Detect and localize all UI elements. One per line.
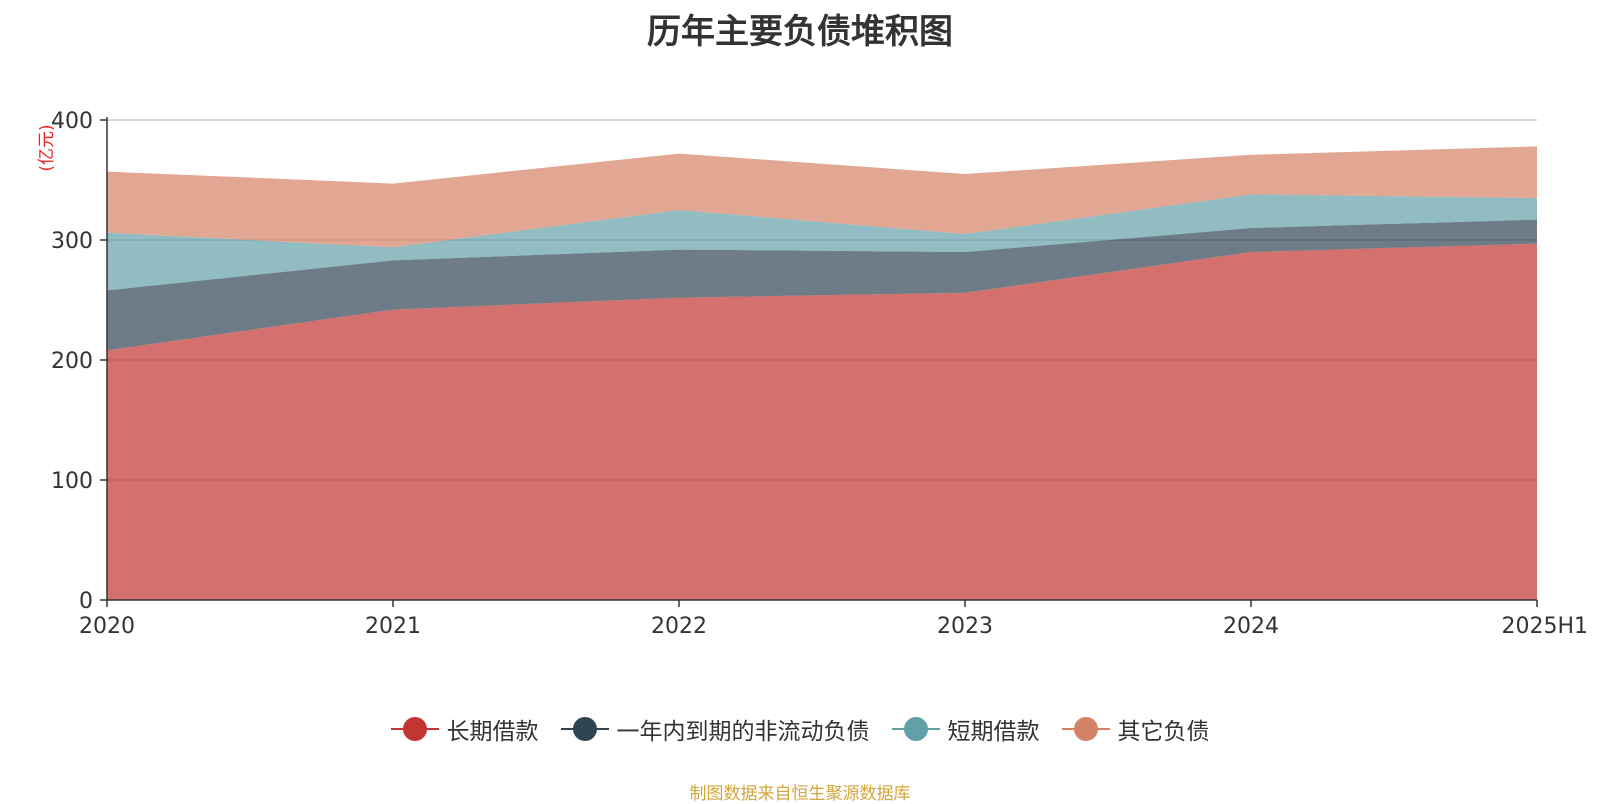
legend-item[interactable]: 其它负债 bbox=[1061, 712, 1210, 746]
y-tick-labels: 0 100 200 300 400 bbox=[51, 109, 93, 614]
x-tick-label: 2022 bbox=[651, 614, 707, 639]
legend-item[interactable]: 短期借款 bbox=[891, 712, 1040, 746]
legend-item[interactable]: 一年内到期的非流动负债 bbox=[560, 712, 870, 746]
legend-label: 其它负债 bbox=[1117, 719, 1210, 745]
legend-marker-icon bbox=[560, 717, 609, 741]
axes bbox=[100, 117, 1538, 607]
legend-marker-icon bbox=[390, 717, 439, 741]
y-tick-label: 200 bbox=[51, 349, 93, 374]
area-长期借款[interactable] bbox=[107, 243, 1537, 600]
legend-label: 短期借款 bbox=[947, 719, 1040, 745]
y-tick-label: 400 bbox=[51, 109, 93, 134]
area-series bbox=[107, 146, 1537, 600]
legend-marker-icon bbox=[891, 717, 940, 741]
x-tick-label: 2024 bbox=[1223, 614, 1279, 639]
x-tick-label: 2021 bbox=[365, 614, 421, 639]
y-tick-label: 100 bbox=[51, 469, 93, 494]
y-tick-label: 0 bbox=[79, 589, 93, 614]
source-note: 制图数据来自恒生聚源数据库 bbox=[689, 784, 911, 804]
y-tick-label: 300 bbox=[51, 229, 93, 254]
area-短期借款[interactable] bbox=[107, 194, 1537, 291]
x-tick-label: 2023 bbox=[937, 614, 993, 639]
area-其它负债[interactable] bbox=[107, 146, 1537, 248]
y-axis-unit-label: (亿元) bbox=[37, 124, 57, 171]
legend-item[interactable]: 长期借款 bbox=[390, 712, 539, 746]
legend-label: 长期借款 bbox=[446, 719, 539, 745]
area-一年内到期的非流动负债[interactable] bbox=[107, 219, 1537, 351]
x-tick-label: 2020 bbox=[79, 614, 135, 639]
legend-label: 一年内到期的非流动负债 bbox=[616, 719, 870, 745]
legend-marker-icon bbox=[1061, 717, 1110, 741]
legend: 长期借款 一年内到期的非流动负债 短期借款 其它负债 bbox=[0, 712, 1600, 746]
x-tick-labels: 2020 2021 2022 2023 2024 2025H1 bbox=[79, 614, 1588, 639]
x-tick-label: 2025H1 bbox=[1501, 614, 1588, 639]
chart-title: 历年主要负债堆积图 bbox=[647, 12, 953, 52]
